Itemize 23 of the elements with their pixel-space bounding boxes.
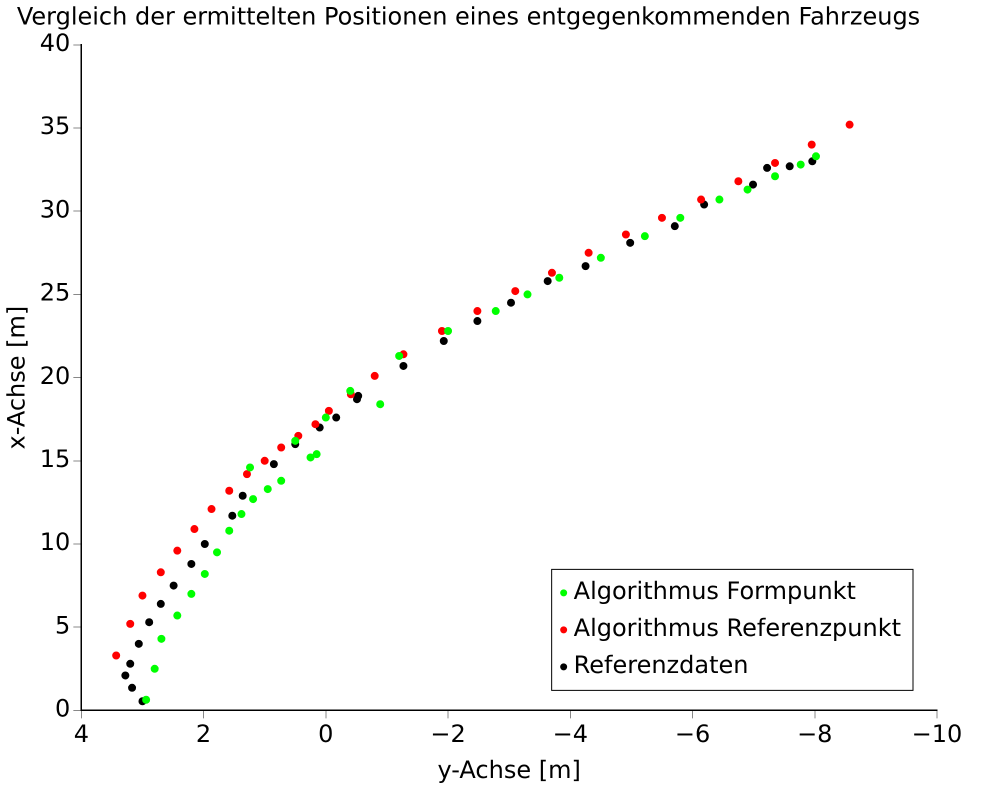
x-tick-label: −10 (912, 720, 962, 748)
legend-label: Algorithmus Referenzpunkt (574, 614, 902, 642)
y-tick-label: 40 (40, 29, 70, 58)
x-tick-label: −6 (674, 720, 710, 748)
y-tick-label: 15 (40, 445, 70, 474)
y-tick-label: 0 (55, 694, 70, 723)
x-axis-title: y-Achse [m] (438, 756, 581, 784)
x-tick-label: 4 (74, 720, 89, 748)
x-tick-label: −8 (797, 720, 832, 748)
chart-title: Vergleich der ermittelten Positionen eines entgegenkommenden Fahrzeugs (16, 2, 920, 31)
y-tick-label: 25 (40, 278, 70, 307)
x-tick-label: 2 (196, 720, 212, 748)
y-tick-label: 5 (55, 611, 70, 640)
y-tick-label: 20 (40, 362, 70, 390)
legend-label: Algorithmus Formpunkt (574, 577, 856, 606)
x-tick-label: −4 (552, 720, 588, 748)
legend-label: Referenzdaten (574, 651, 748, 680)
y-axis-title: x-Achse [m] (2, 306, 31, 450)
x-tick-label: 0 (318, 720, 334, 748)
y-tick-label: 30 (40, 195, 70, 224)
x-tick-label: −2 (430, 720, 466, 748)
y-tick-label: 10 (40, 528, 70, 556)
y-tick-label: 35 (40, 112, 70, 140)
